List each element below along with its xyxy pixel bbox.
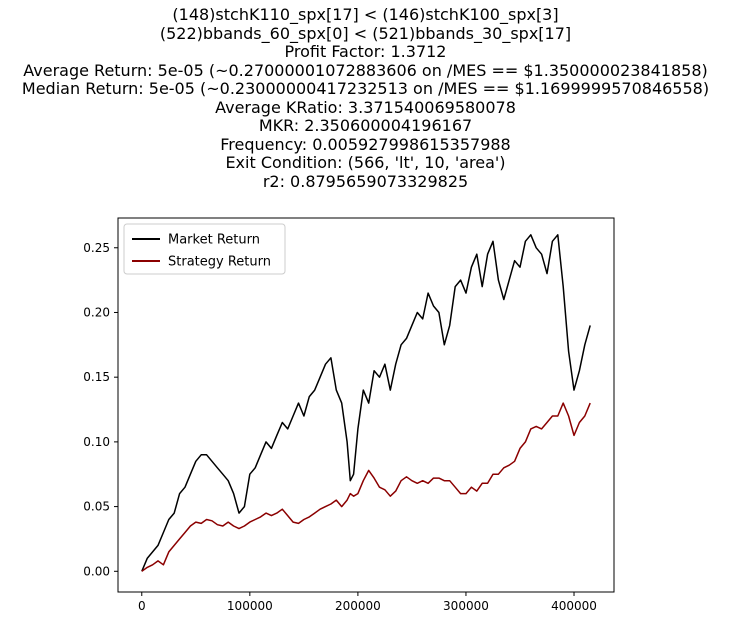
series-line-2 bbox=[141, 402, 591, 572]
legend-box bbox=[123, 223, 286, 275]
title-line-6: Average KRatio: 3.371540069580078 bbox=[215, 97, 516, 117]
y-tick-label: 0.20 bbox=[83, 305, 110, 319]
title-line-5: Median Return: 5e-05 (~0.230000004172325… bbox=[21, 79, 710, 98]
title-line-9: Exit Condition: (566, 'lt', 10, 'area') bbox=[225, 153, 506, 172]
y-tick-label: 0.05 bbox=[83, 500, 110, 514]
x-tick-label: 400000 bbox=[551, 599, 597, 613]
x-tick-label: 0 bbox=[138, 599, 146, 613]
title-line-10: r2: 0.8795659073329825 bbox=[262, 171, 469, 191]
y-tick-label: 0.25 bbox=[83, 241, 110, 255]
y-tick-label: 0.10 bbox=[83, 435, 110, 449]
title-line-2: (522)bbands_60_spx[0] < (521)bbands_30_s… bbox=[159, 23, 572, 43]
title-line-7: MKR: 2.350600004196167 bbox=[258, 116, 473, 135]
title-line-4: Average Return: 5e-05 (~0.27000001072883… bbox=[23, 60, 708, 80]
y-tick-label: 0.00 bbox=[83, 564, 110, 578]
x-axis: 0 100000 200000 300000 400000 bbox=[138, 592, 597, 613]
title-line-8: Frequency: 0.005927998615357988 bbox=[220, 134, 511, 154]
y-tick-label: 0.15 bbox=[83, 370, 110, 384]
x-tick-label: 100000 bbox=[227, 599, 273, 613]
axes-frame bbox=[117, 217, 615, 593]
series-line-1 bbox=[141, 234, 591, 572]
title-line-3: Profit Factor: 1.3712 bbox=[284, 42, 447, 61]
title-line-1: (148)stchK110_spx[17] < (146)stchK100_sp… bbox=[172, 5, 559, 24]
legend: Market Return Strategy Return bbox=[123, 223, 286, 275]
legend-label-1: Market Return bbox=[168, 233, 260, 248]
x-tick-label: 200000 bbox=[335, 599, 381, 613]
legend-label-2: Strategy Return bbox=[168, 255, 271, 270]
x-tick-label: 300000 bbox=[443, 599, 489, 613]
chart-title: (148)stchK110_spx[17] < (146)stchK100_sp… bbox=[0, 5, 731, 191]
series-layer bbox=[141, 234, 591, 572]
y-axis: 0.00 0.05 0.10 0.15 0.20 0.25 bbox=[83, 241, 118, 578]
